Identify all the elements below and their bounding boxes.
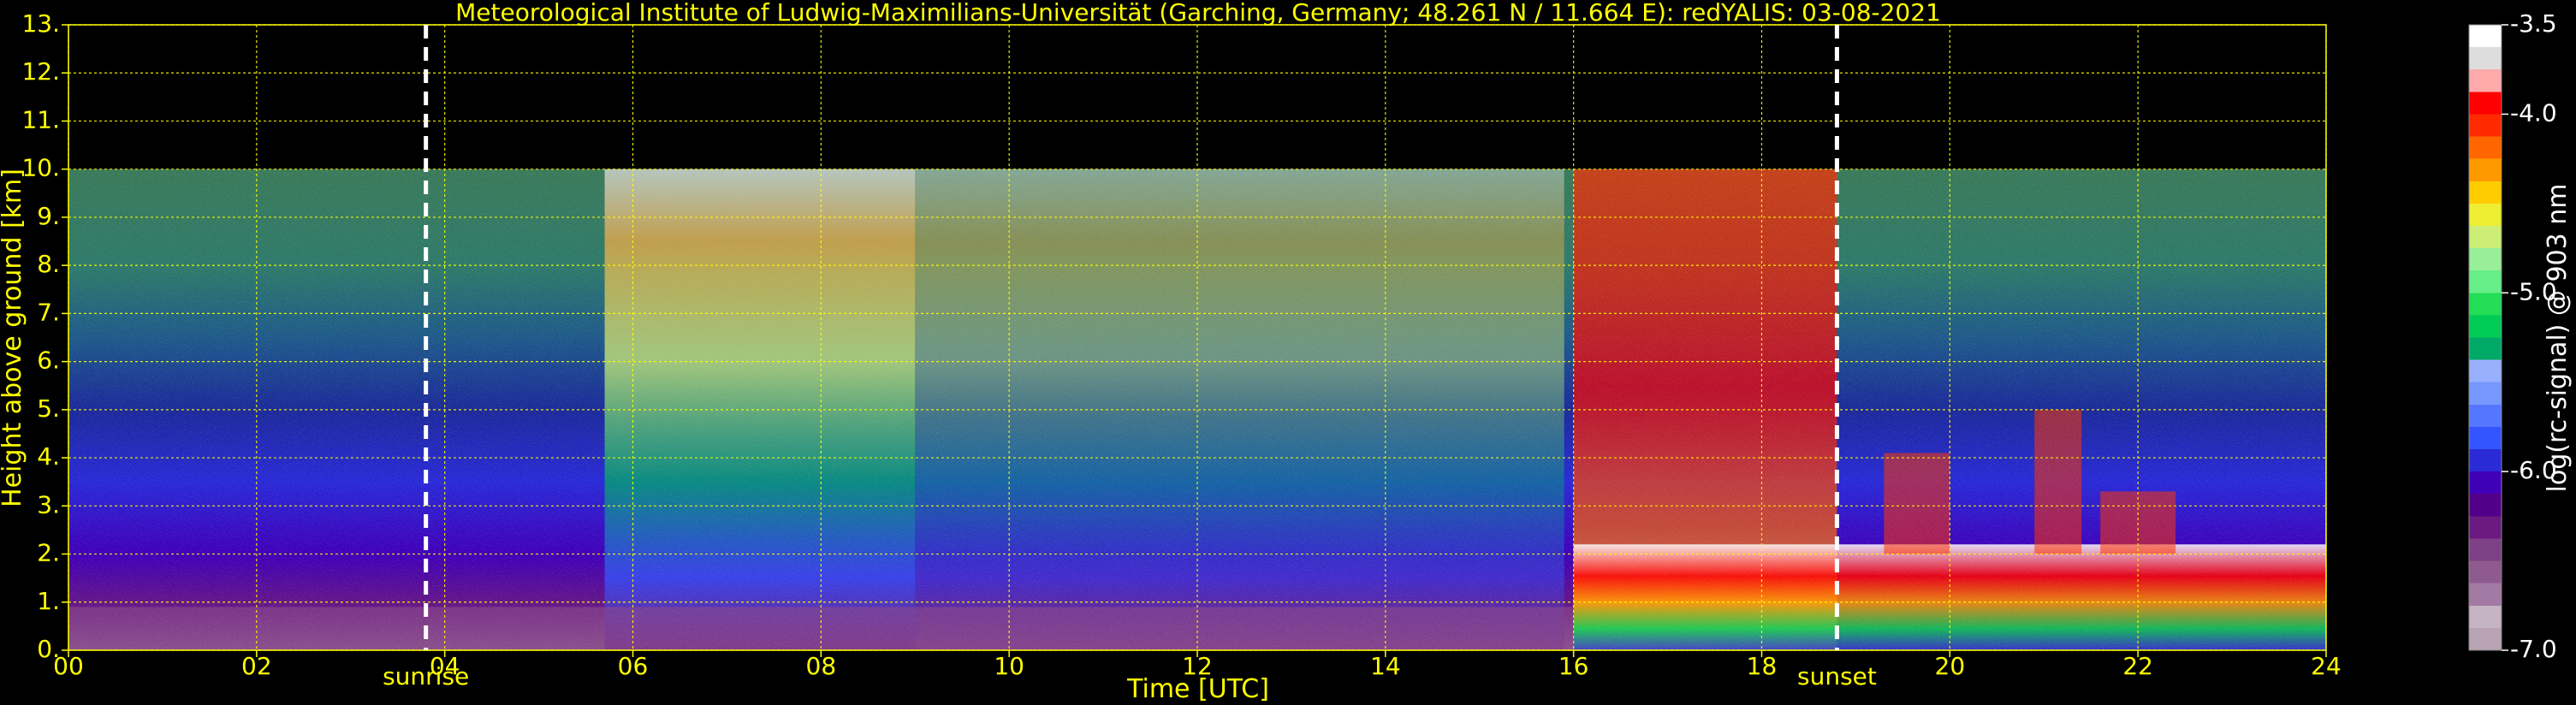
colorbar: -3.5 -4.0 -5.0 -6.0 -7.0 log(rc-signal) @ 90… (2468, 9, 2573, 663)
event-label-sunset: sunset (1797, 662, 1877, 690)
colorbar-tick-label: -3.5 (2510, 9, 2557, 38)
y-tick-label: 2. (37, 539, 60, 567)
colorbar-tick-label: -6.0 (2510, 456, 2557, 484)
chart-title: Meteorological Institute of Ludwig-Maxim… (455, 0, 1941, 27)
x-tick-label: 08 (806, 652, 837, 680)
y-tick-label: 12. (21, 57, 60, 86)
x-tick-label: 04 (430, 652, 460, 680)
x-ticks: 00 02 04 06 08 10 12 14 16 18 20 22 24 (53, 650, 2342, 680)
y-tick-label: 9. (37, 202, 60, 230)
x-tick-label: 18 (1747, 652, 1778, 680)
y-tick-label: 5. (37, 394, 60, 423)
y-tick-label: 8. (37, 250, 60, 278)
x-tick-label: 22 (2122, 652, 2153, 680)
x-tick-label: 16 (1558, 652, 1589, 680)
sun-events: sunrise sunset (383, 25, 1877, 690)
colorbar-tick-label: -7.0 (2510, 635, 2557, 663)
y-tick-label: 11. (21, 105, 60, 133)
x-tick-label: 00 (53, 652, 84, 680)
y-tick-label: 0. (37, 635, 60, 663)
y-tick-label: 4. (37, 442, 60, 471)
y-tick-label: 3. (37, 490, 60, 518)
colorbar-tick-label: -4.0 (2510, 98, 2557, 127)
colorbar-ticks: -3.5 -4.0 -5.0 -6.0 -7.0 (2502, 9, 2557, 663)
colorbar-title: log(rc-signal) @ 903 nm (2543, 184, 2573, 493)
y-ticks: 0. 1. 2. 3. 4. 5. 6. 7. 8. 9. 10. 11. 12. 13. (21, 9, 68, 663)
x-tick-label: 24 (2311, 652, 2342, 680)
x-tick-label: 20 (1935, 652, 1966, 680)
y-tick-label: 7. (37, 298, 60, 326)
event-label-sunrise: sunrise (383, 662, 469, 690)
colorbar-frame (2468, 24, 2502, 651)
colorbar-tick-label: -5.0 (2510, 277, 2557, 305)
x-tick-label: 10 (994, 652, 1024, 680)
y-tick-label: 10. (21, 154, 60, 182)
y-tick-label: 13. (21, 9, 60, 38)
y-tick-label: 6. (37, 347, 60, 375)
x-tick-label: 06 (618, 652, 649, 680)
x-tick-label: 14 (1370, 652, 1401, 680)
y-tick-label: 1. (37, 587, 60, 615)
x-tick-label: 12 (1182, 652, 1213, 680)
x-tick-label: 02 (241, 652, 272, 680)
y-axis-title: Height above ground [km] (0, 169, 27, 507)
x-axis-title: Time [UTC] (1126, 674, 1269, 704)
